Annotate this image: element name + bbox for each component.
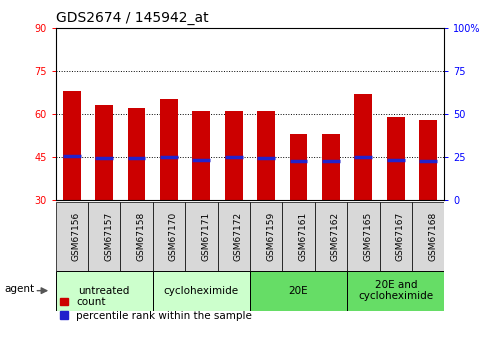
Bar: [192, 111, 210, 200]
Bar: [88, 202, 120, 271]
Bar: [419, 120, 437, 200]
Bar: [290, 134, 308, 200]
Bar: [217, 202, 250, 271]
Bar: [315, 202, 347, 271]
Text: GSM67168: GSM67168: [428, 212, 437, 262]
Text: agent: agent: [5, 284, 35, 294]
Bar: [95, 105, 113, 200]
Text: GSM67159: GSM67159: [266, 212, 275, 262]
Bar: [160, 99, 178, 200]
Text: 20E: 20E: [289, 286, 308, 296]
Text: GSM67172: GSM67172: [234, 212, 243, 261]
Bar: [387, 117, 405, 200]
Legend: count, percentile rank within the sample: count, percentile rank within the sample: [56, 293, 256, 325]
Bar: [153, 271, 250, 310]
Text: GSM67165: GSM67165: [363, 212, 372, 262]
Bar: [250, 271, 347, 310]
Text: cycloheximide: cycloheximide: [164, 286, 239, 296]
Bar: [153, 202, 185, 271]
Bar: [347, 271, 444, 310]
Bar: [225, 111, 242, 200]
Text: GSM67171: GSM67171: [201, 212, 211, 262]
Text: GDS2674 / 145942_at: GDS2674 / 145942_at: [56, 11, 208, 25]
Text: 20E and
cycloheximide: 20E and cycloheximide: [358, 280, 433, 302]
Bar: [185, 202, 217, 271]
Text: GSM67167: GSM67167: [396, 212, 405, 262]
Text: GSM67157: GSM67157: [104, 212, 113, 262]
Bar: [56, 271, 153, 310]
Bar: [250, 202, 283, 271]
Bar: [412, 202, 444, 271]
Bar: [347, 202, 380, 271]
Bar: [56, 202, 88, 271]
Bar: [63, 91, 81, 200]
Text: untreated: untreated: [78, 286, 130, 296]
Text: GSM67170: GSM67170: [169, 212, 178, 262]
Bar: [322, 134, 340, 200]
Bar: [355, 94, 372, 200]
Bar: [120, 202, 153, 271]
Text: GSM67161: GSM67161: [298, 212, 308, 262]
Text: GSM67162: GSM67162: [331, 212, 340, 261]
Text: GSM67158: GSM67158: [137, 212, 145, 262]
Bar: [380, 202, 412, 271]
Bar: [128, 108, 145, 200]
Bar: [257, 111, 275, 200]
Text: GSM67156: GSM67156: [72, 212, 81, 262]
Bar: [283, 202, 315, 271]
